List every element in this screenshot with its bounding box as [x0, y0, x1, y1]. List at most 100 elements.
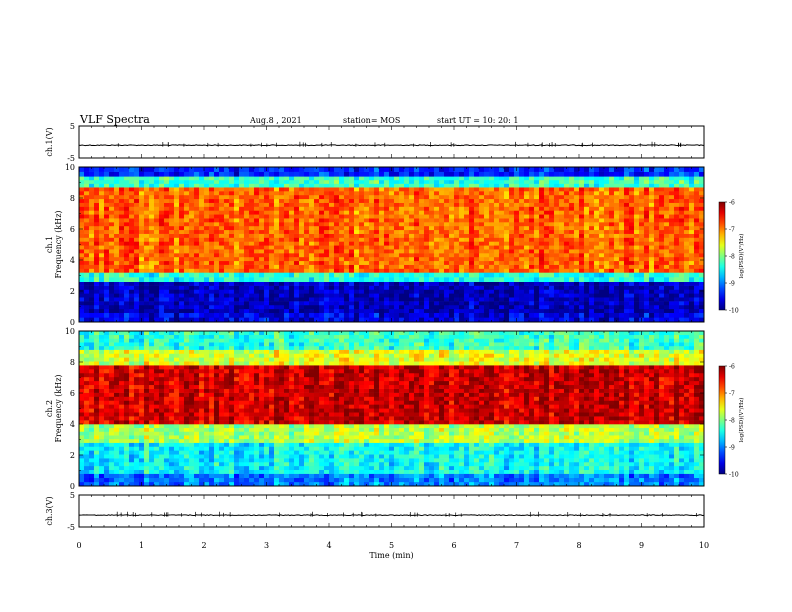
- spectrogram-cell: [159, 256, 165, 262]
- spectrogram-cell: [599, 297, 605, 302]
- spectrogram-cell: [664, 218, 670, 223]
- spectrogram-cell: [494, 171, 500, 177]
- spectrogram-cell: [609, 179, 615, 184]
- spectrogram-cell: [439, 293, 445, 298]
- spectrogram-cell: [434, 241, 440, 246]
- spectrogram-cell: [594, 297, 600, 302]
- spectrogram-cell: [134, 183, 140, 188]
- spectrogram-cell: [369, 171, 375, 177]
- spectrogram-cell: [244, 260, 250, 265]
- spectrogram-cell: [659, 260, 665, 265]
- spectrogram-cell: [294, 297, 300, 302]
- spectrogram-cell: [229, 249, 235, 254]
- spectrogram-cell: [579, 176, 585, 181]
- spectrogram-cell: [119, 304, 125, 310]
- spectrogram-cell: [329, 268, 335, 273]
- spectrogram-cell: [474, 237, 480, 242]
- spectrogram-cell: [679, 256, 685, 262]
- spectrogram-cell: [669, 317, 675, 323]
- spectrogram-cell: [264, 194, 270, 200]
- spectrogram-cell: [484, 289, 490, 294]
- spectrogram-cell: [554, 222, 560, 227]
- spectrogram-cell: [439, 233, 445, 238]
- spectrogram-cell: [509, 268, 515, 273]
- spectrogram-cell: [614, 194, 620, 200]
- spectrogram-cell: [614, 312, 620, 318]
- spectrogram-cell: [259, 183, 265, 188]
- spectrogram-cell: [274, 187, 280, 192]
- spectrogram-cell: [514, 301, 520, 306]
- spectrogram-cell: [499, 229, 505, 234]
- spectrogram-cell: [429, 289, 435, 294]
- spectrogram-cell: [199, 297, 205, 302]
- spectrogram-cell: [134, 218, 140, 223]
- spectrogram-cell: [564, 202, 570, 207]
- spectrogram-cell: [134, 233, 140, 238]
- spectrogram-cell: [679, 222, 685, 227]
- spectrogram-cell: [479, 179, 485, 184]
- spectrogram-cell: [369, 260, 375, 265]
- spectrogram-cell: [94, 237, 100, 242]
- spectrogram-cell: [299, 202, 305, 207]
- spectrogram-cell: [679, 198, 685, 203]
- spectrogram-cell: [509, 187, 515, 192]
- spectrogram-cell: [244, 210, 250, 215]
- spectrogram-cell: [369, 256, 375, 262]
- spectrogram-cell: [124, 191, 130, 196]
- spectrogram-cell: [109, 272, 115, 278]
- spectrogram-cell: [239, 297, 245, 302]
- spectrogram-cell: [474, 272, 480, 278]
- spectrogram-cell: [534, 317, 540, 323]
- spectrogram-cell: [629, 253, 635, 258]
- spectrogram-cell: [619, 191, 625, 196]
- spectrogram-cell: [239, 210, 245, 215]
- spectrogram-cell: [474, 206, 480, 211]
- spectrogram-cell: [279, 285, 285, 290]
- spectrogram-cell: [84, 214, 90, 219]
- spectrogram-cell: [204, 167, 210, 172]
- spectrogram-cell: [634, 183, 640, 188]
- spectrogram-cell: [444, 312, 450, 318]
- spectrogram-cell: [609, 317, 615, 323]
- spectrogram-cell: [304, 229, 310, 234]
- spectrogram-cell: [339, 237, 345, 242]
- spectrogram-cell: [519, 241, 525, 246]
- spectrogram-cell: [99, 297, 105, 302]
- spectrogram-cell: [524, 304, 530, 310]
- spectrogram-cell: [679, 210, 685, 215]
- spectrogram-cell: [499, 312, 505, 318]
- spectrogram-cell: [659, 167, 665, 172]
- spectrogram-cell: [644, 268, 650, 273]
- spectrogram-cell: [179, 260, 185, 265]
- spectrogram-cell: [274, 293, 280, 298]
- spectrogram-cell: [319, 222, 325, 227]
- spectrogram-cell: [359, 179, 365, 184]
- spectrogram-cell: [514, 277, 520, 282]
- spectrogram-cell: [349, 171, 355, 177]
- spectrogram-cell: [279, 312, 285, 318]
- spectrogram-cell: [464, 206, 470, 211]
- spectrogram-cell: [594, 256, 600, 262]
- spectrogram-cell: [519, 194, 525, 200]
- spectrogram-cell: [349, 194, 355, 200]
- spectrogram-cell: [469, 241, 475, 246]
- spectrogram-cell: [264, 222, 270, 227]
- spectrogram-cell: [149, 256, 155, 262]
- spectrogram-cell: [154, 194, 160, 200]
- spectrogram-cell: [474, 194, 480, 200]
- spectrogram-cell: [354, 229, 360, 234]
- spectrogram-cell: [149, 308, 155, 313]
- spectrogram-cell: [549, 218, 555, 223]
- spectrogram-cell: [119, 183, 125, 188]
- spectrogram-cell: [114, 304, 120, 310]
- spectrogram-cell: [664, 225, 670, 231]
- spectrogram-cell: [129, 191, 135, 196]
- spectrogram-cell: [279, 237, 285, 242]
- spectrogram-cell: [479, 304, 485, 310]
- spectrogram-cell: [294, 241, 300, 246]
- spectrogram-cell: [574, 256, 580, 262]
- spectrogram-cell: [644, 308, 650, 313]
- spectrogram-cell: [629, 210, 635, 215]
- spectrogram-cell: [114, 183, 120, 188]
- spectrogram-cell: [234, 225, 240, 231]
